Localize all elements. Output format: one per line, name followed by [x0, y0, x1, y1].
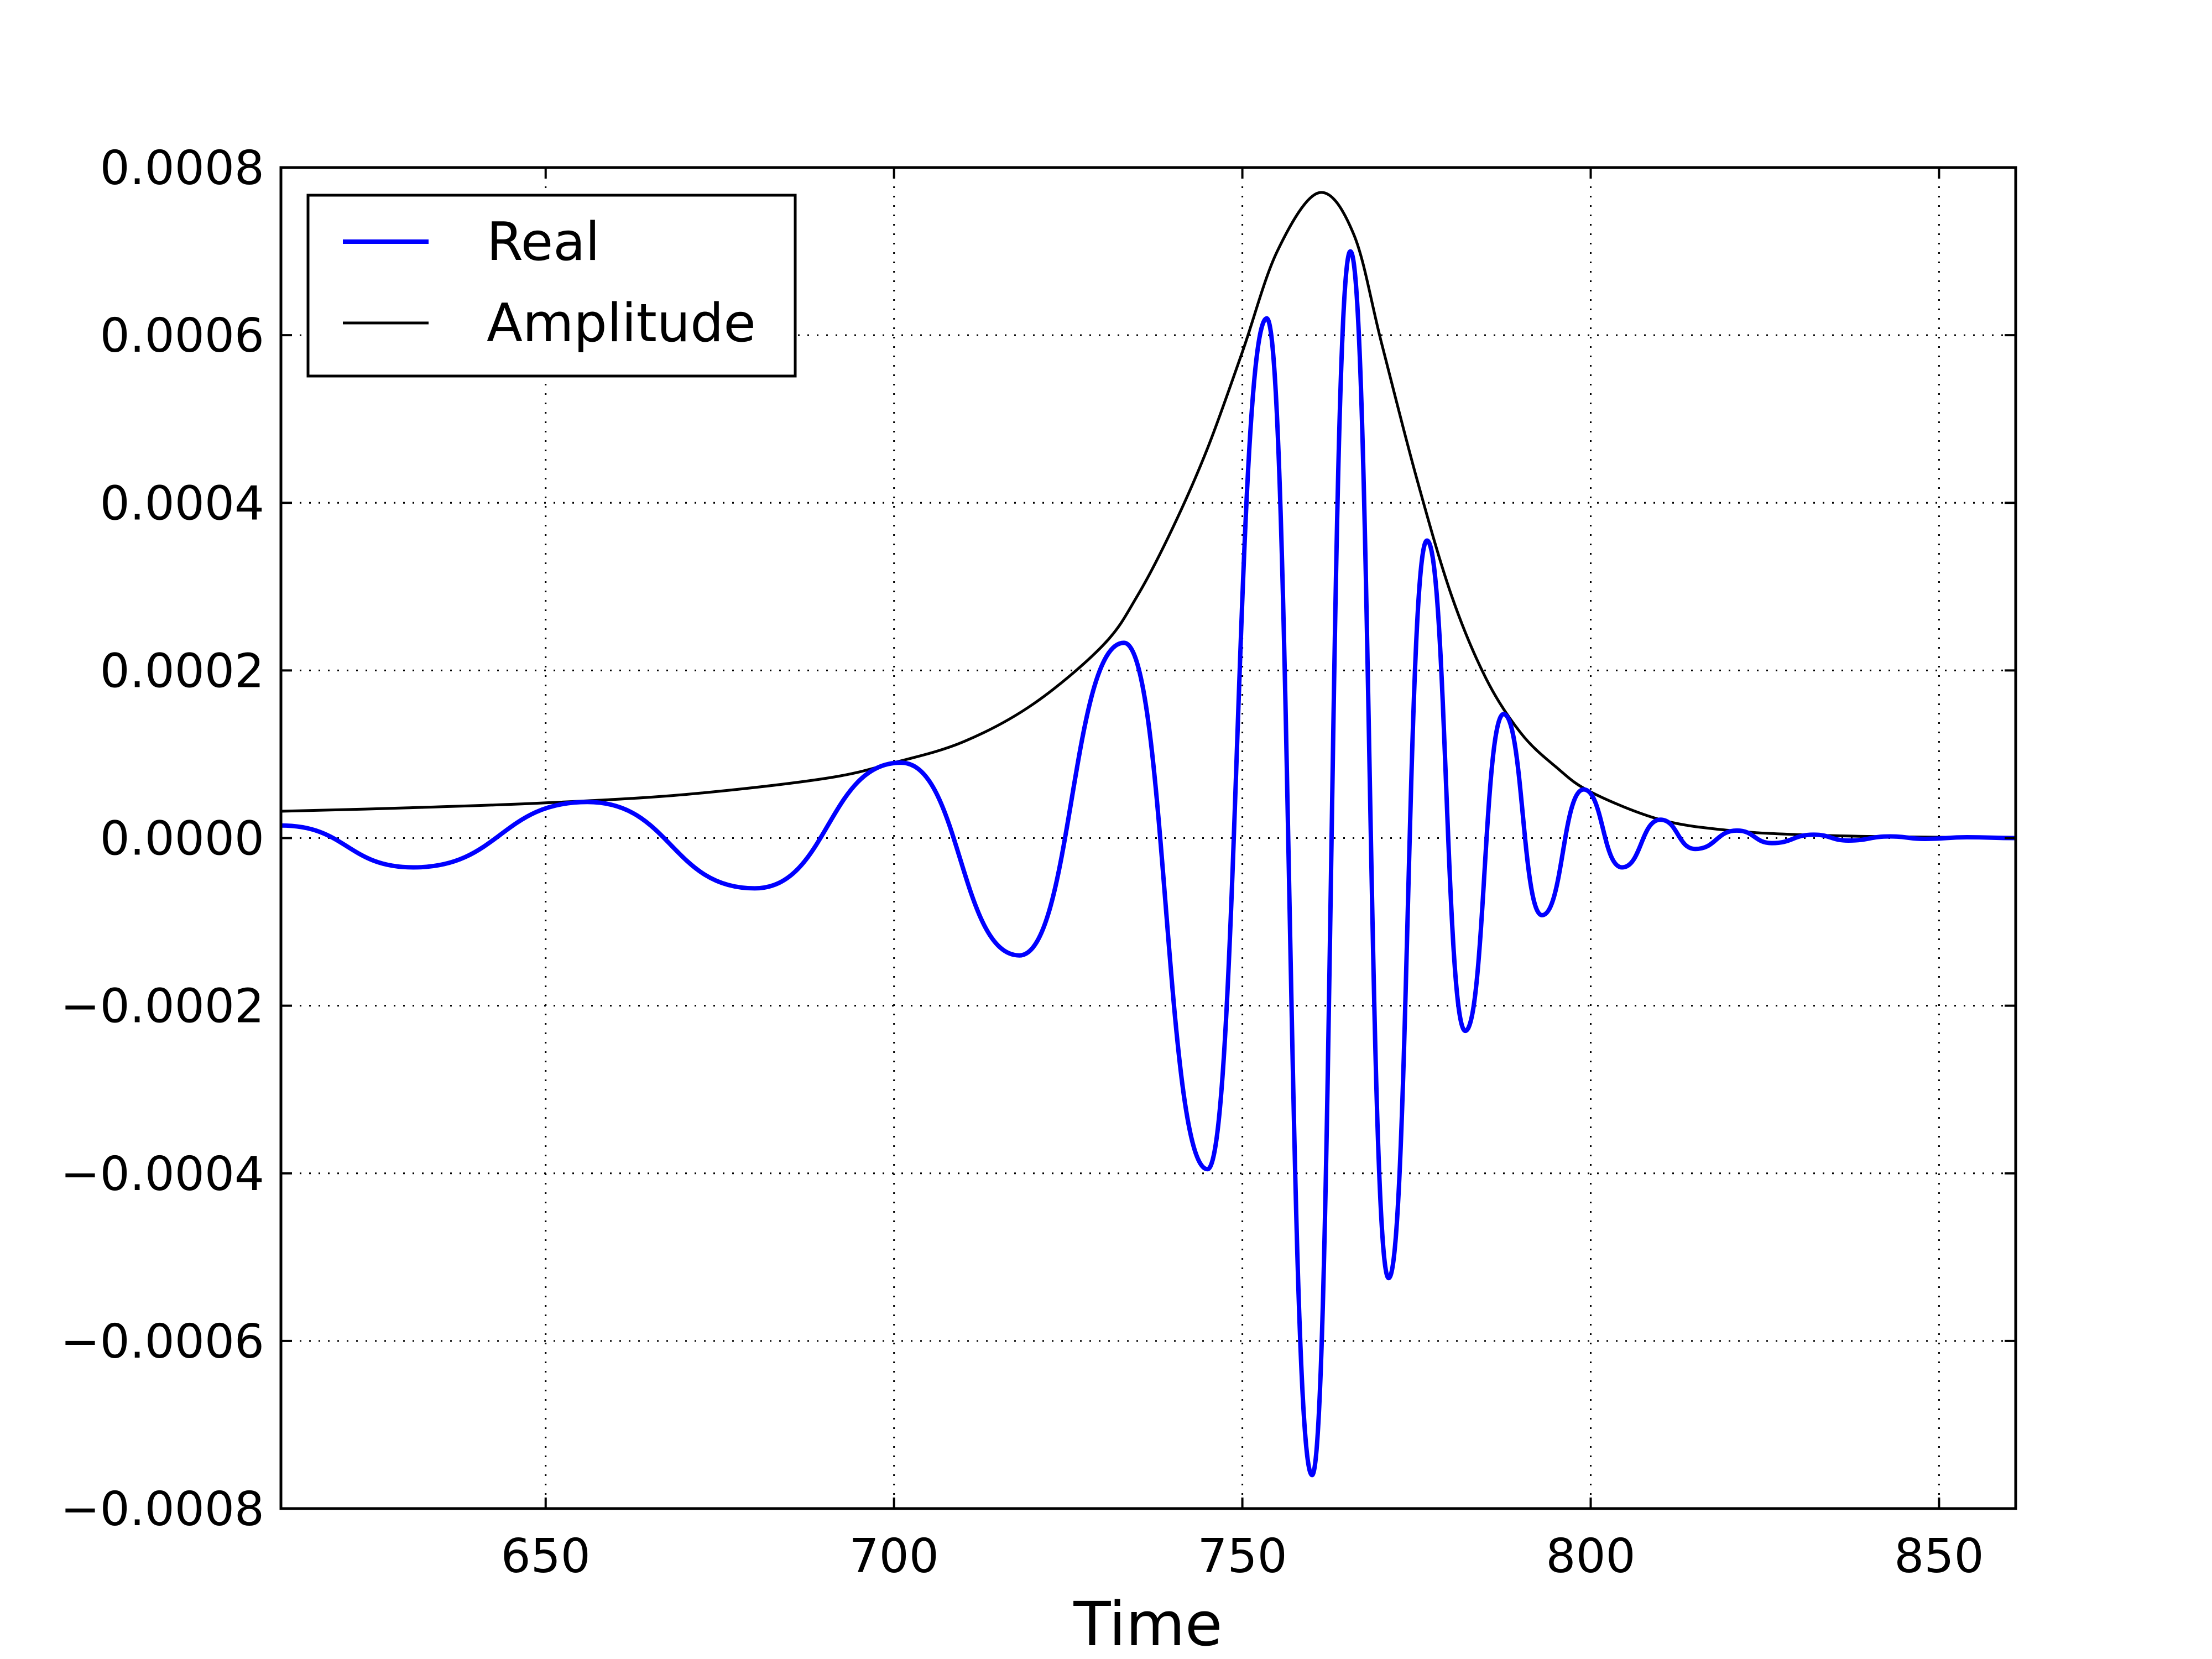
y-tick-label: 0.0008 [100, 141, 264, 196]
y-tick-label: −0.0002 [60, 979, 264, 1034]
y-tick-label: −0.0006 [60, 1314, 264, 1369]
y-tick-label: −0.0004 [60, 1147, 264, 1202]
y-tick-label: 0.0000 [100, 812, 264, 867]
legend: Real Amplitude [306, 194, 797, 378]
plot-background [281, 168, 2016, 1509]
y-tick-label: 0.0004 [100, 476, 264, 531]
x-axis: 650 700 750 800 850 [501, 168, 1984, 1584]
y-axis: −0.0008 −0.0006 −0.0004 −0.0002 0.0000 0.0002… [60, 141, 2016, 1537]
y-tick-label: −0.0008 [60, 1482, 264, 1537]
y-tick-label: 0.0002 [100, 644, 264, 698]
x-tick-label: 750 [1197, 1529, 1287, 1584]
legend-label-amplitude: Amplitude [487, 293, 756, 354]
x-tick-label: 650 [501, 1529, 591, 1584]
y-tick-label: 0.0006 [100, 309, 264, 363]
x-tick-label: 800 [1546, 1529, 1635, 1584]
x-tick-label: 850 [1894, 1529, 1984, 1584]
x-axis-label: Time [1073, 1589, 1222, 1659]
series-line-real [281, 249, 2016, 1478]
legend-box [306, 194, 797, 378]
x-tick-label: 700 [849, 1529, 939, 1584]
legend-label-real: Real [487, 212, 600, 273]
series-layer [281, 191, 2016, 1478]
